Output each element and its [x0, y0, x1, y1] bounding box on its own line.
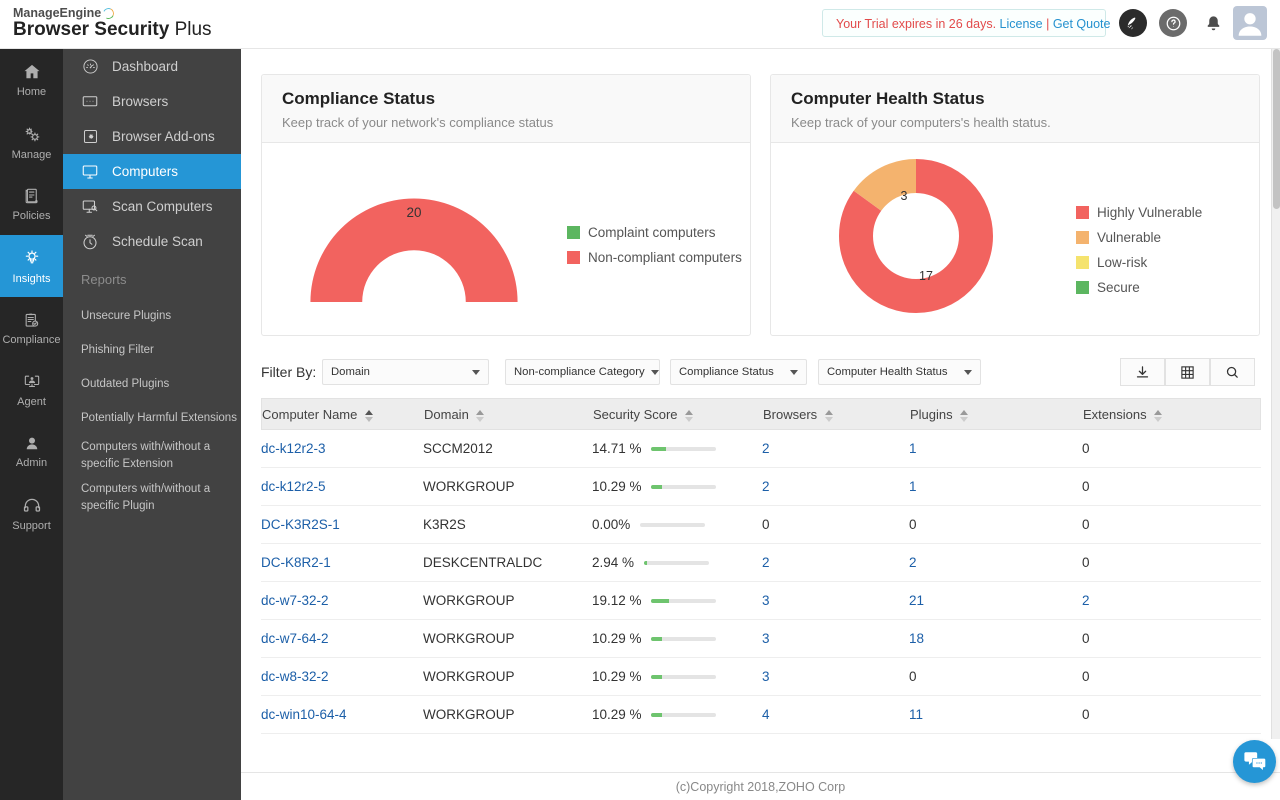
- svg-text:17: 17: [919, 269, 933, 283]
- svg-text:3: 3: [901, 189, 908, 203]
- svg-text:20: 20: [407, 205, 422, 220]
